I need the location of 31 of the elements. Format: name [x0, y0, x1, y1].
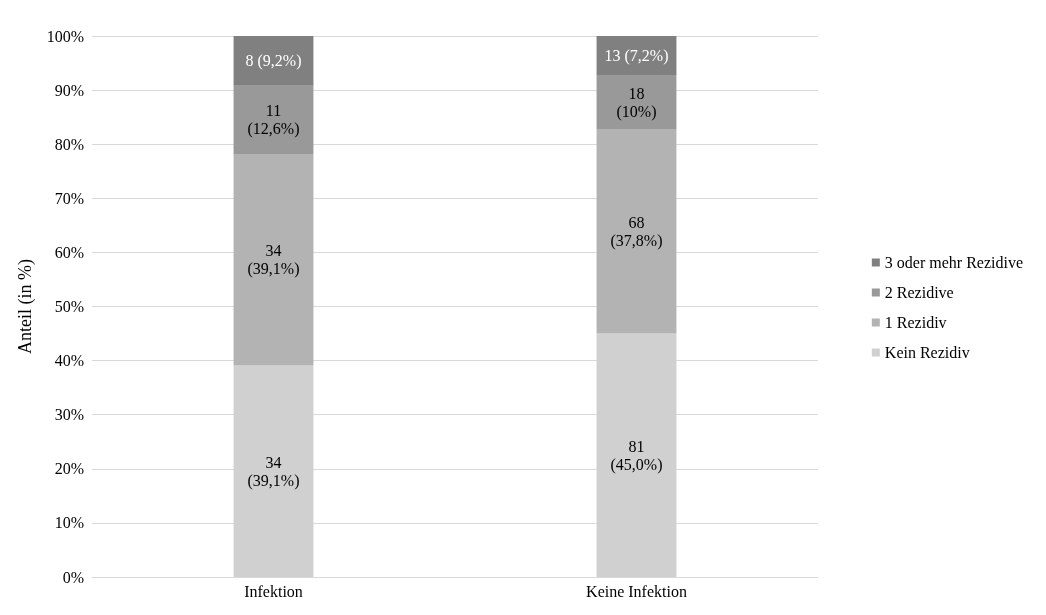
- y-tick-label: 10%: [54, 514, 84, 532]
- y-tick-label: 20%: [54, 460, 84, 478]
- y-tick-label: 60%: [54, 243, 84, 261]
- legend-label: Kein Rezidiv: [884, 344, 970, 361]
- bar: [596, 129, 677, 334]
- bar: [233, 153, 314, 366]
- data-label: 8 (9,2%): [245, 52, 302, 71]
- x-tick-label: Infektion: [244, 582, 303, 600]
- data-label: 11 (12,6%): [247, 102, 300, 139]
- x-tick-label: Keine Infektion: [586, 582, 687, 600]
- data-label: 81 (45,0%): [610, 437, 663, 474]
- legend-label: 1 Rezidiv: [884, 314, 947, 331]
- data-label: 13 (7,2%): [604, 46, 669, 65]
- data-label: 34 (39,1%): [247, 242, 300, 279]
- y-tick-label: 70%: [54, 189, 84, 207]
- y-tick-label: 80%: [54, 135, 84, 153]
- y-tick-label: 50%: [54, 298, 84, 315]
- data-label: 68 (37,8%): [610, 213, 663, 250]
- data-label: 18 (10%): [616, 84, 657, 121]
- y-tick-label: 100%: [46, 27, 84, 45]
- y-tick-label: 90%: [54, 81, 84, 99]
- bar: [233, 85, 314, 154]
- bar: [233, 36, 314, 86]
- y-axis-title: Anteil (in %): [15, 259, 36, 354]
- data-label: 34 (39,1%): [247, 453, 300, 490]
- y-tick-label: 0%: [62, 568, 84, 586]
- y-tick-label: 40%: [54, 352, 84, 370]
- y-tick-label: 30%: [54, 406, 84, 424]
- legend-label: 3 oder mehr Rezidive: [884, 254, 1023, 271]
- legend-label: 2 Rezidive: [884, 284, 954, 301]
- bar: [596, 74, 677, 130]
